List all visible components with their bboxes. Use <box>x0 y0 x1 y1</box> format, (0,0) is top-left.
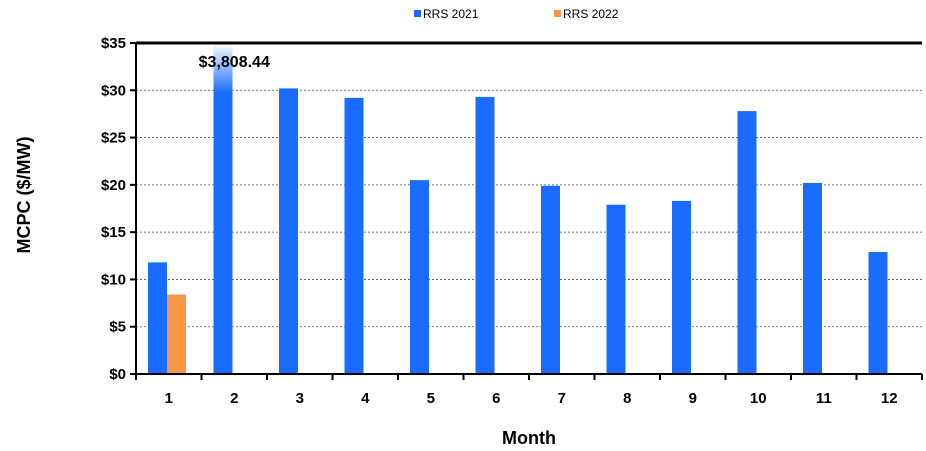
y-tick-label: $35 <box>101 35 126 52</box>
data-label-month-2: $3,808.44 <box>199 54 270 71</box>
y-tick-label: $5 <box>109 319 126 336</box>
legend-swatch <box>414 10 421 17</box>
x-tick-label-month-12: 12 <box>881 390 898 407</box>
x-tick-label-month-9: 9 <box>689 390 697 407</box>
x-tick-label-month-5: 5 <box>427 390 435 407</box>
bar-rrs-2021-month-9 <box>672 200 691 374</box>
bar-rrs-2021-month-8 <box>606 204 626 374</box>
bar-rrs-2021-month-4 <box>344 97 364 374</box>
bar-rrs-2022-month-1 <box>167 294 186 374</box>
x-tick-label-month-1: 1 <box>165 390 173 407</box>
y-tick-label: $15 <box>101 224 126 241</box>
y-tick-label: $20 <box>101 177 126 194</box>
bar-rrs-2021-month-3 <box>279 88 298 374</box>
y-axis-ticks: $0 $5 $10 $15 $20 $25 $30 $35 <box>101 35 136 383</box>
x-tick-label-month-8: 8 <box>623 390 631 407</box>
bar-rrs-2021-month-11 <box>803 182 822 374</box>
x-tick-label-month-6: 6 <box>492 390 500 407</box>
annotations: $3,808.44 <box>199 54 270 71</box>
bar-rrs-2021-month-7 <box>541 185 560 374</box>
bars <box>148 43 888 375</box>
bar-overflow-fade <box>213 43 233 93</box>
y-tick-label: $0 <box>109 366 126 383</box>
x-tick-label-month-10: 10 <box>750 390 767 407</box>
legend-item-rrs-2022: RRS 2022 <box>554 7 619 21</box>
y-tick-label: $10 <box>101 271 126 288</box>
bar-rrs-2021-month-2 <box>213 43 233 374</box>
legend-item-rrs-2021: RRS 2021 <box>414 7 479 21</box>
bar-rrs-2021-month-10 <box>737 111 757 374</box>
legend: RRS 2021 RRS 2022 <box>414 7 619 21</box>
x-tick-label-month-4: 4 <box>361 390 370 407</box>
legend-swatch <box>554 10 561 17</box>
x-tick-label-month-7: 7 <box>558 390 566 407</box>
bar-rrs-2021-month-6 <box>475 96 495 375</box>
y-tick-label: $30 <box>101 82 126 99</box>
x-axis-title: Month <box>502 428 556 448</box>
x-tick-label-month-3: 3 <box>296 390 304 407</box>
y-tick-label: $25 <box>101 130 126 147</box>
gridlines <box>136 89 922 328</box>
bar-rrs-2021-month-5 <box>410 180 429 374</box>
x-tick-label-month-11: 11 <box>816 390 832 407</box>
bar-rrs-2021-month-12 <box>868 252 888 374</box>
x-tick-label-month-2: 2 <box>230 390 238 407</box>
y-axis-title: MCPC ($/MW) <box>14 137 34 254</box>
legend-label: RRS 2021 <box>423 7 479 21</box>
bar-rrs-2021-month-1 <box>148 262 167 374</box>
x-axis-ticks: 1 2 3 4 5 6 7 8 9 10 11 12 <box>135 374 923 407</box>
legend-label: RRS 2022 <box>563 7 619 21</box>
